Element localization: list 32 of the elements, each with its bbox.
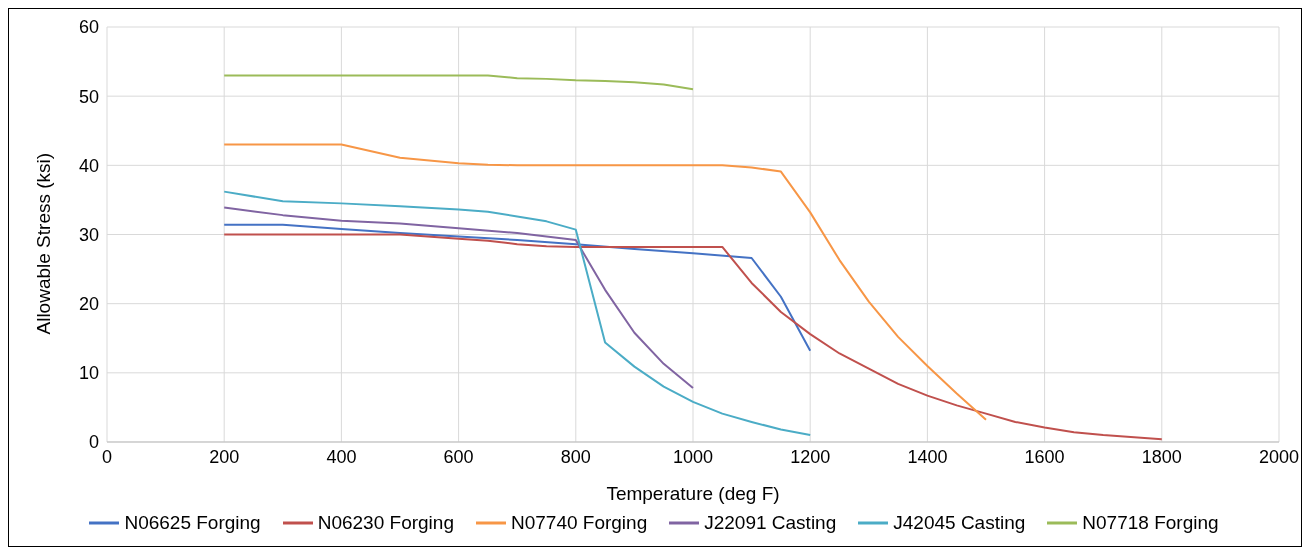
- y-tick-label: 30: [78, 224, 99, 245]
- x-tick-label: 800: [560, 446, 591, 467]
- x-tick-label: 2000: [1258, 446, 1300, 467]
- x-tick-label: 1200: [790, 446, 831, 467]
- legend-label: N07740 Forging: [510, 512, 648, 534]
- y-axis-title: Allowable Stress (ksi): [32, 152, 54, 335]
- x-tick-label: 1400: [907, 446, 948, 467]
- line-series: [223, 233, 1163, 441]
- x-tick-label: 200: [209, 446, 240, 467]
- y-tick-label: 20: [78, 294, 99, 315]
- y-tick-label: 0: [88, 432, 99, 453]
- x-tick-label: 0: [101, 446, 113, 467]
- y-tick-label: 50: [78, 86, 99, 107]
- x-tick-label: 1800: [1141, 446, 1182, 467]
- x-tick-label: 600: [443, 446, 474, 467]
- line-series: [223, 74, 694, 91]
- legend-label: J22091 Casting: [704, 512, 837, 534]
- line-series: [223, 223, 812, 352]
- line-series: [223, 206, 694, 390]
- x-tick-label: 1600: [1024, 446, 1065, 467]
- x-tick-label: 1000: [672, 446, 714, 467]
- x-tick-label: 400: [326, 446, 357, 467]
- y-tick-label: 40: [78, 155, 99, 176]
- x-axis-title: Temperature (deg F): [606, 483, 780, 504]
- legend-label: N06230 Forging: [317, 512, 454, 534]
- line-series: [223, 143, 987, 421]
- y-tick-label: 10: [78, 363, 99, 384]
- legend-label: N07718 Forging: [1082, 512, 1219, 534]
- legend-label: J42045 Casting: [893, 512, 1026, 534]
- line-series: [223, 190, 812, 437]
- y-tick-label: 60: [78, 17, 99, 38]
- legend-label: N06625 Forging: [124, 512, 261, 534]
